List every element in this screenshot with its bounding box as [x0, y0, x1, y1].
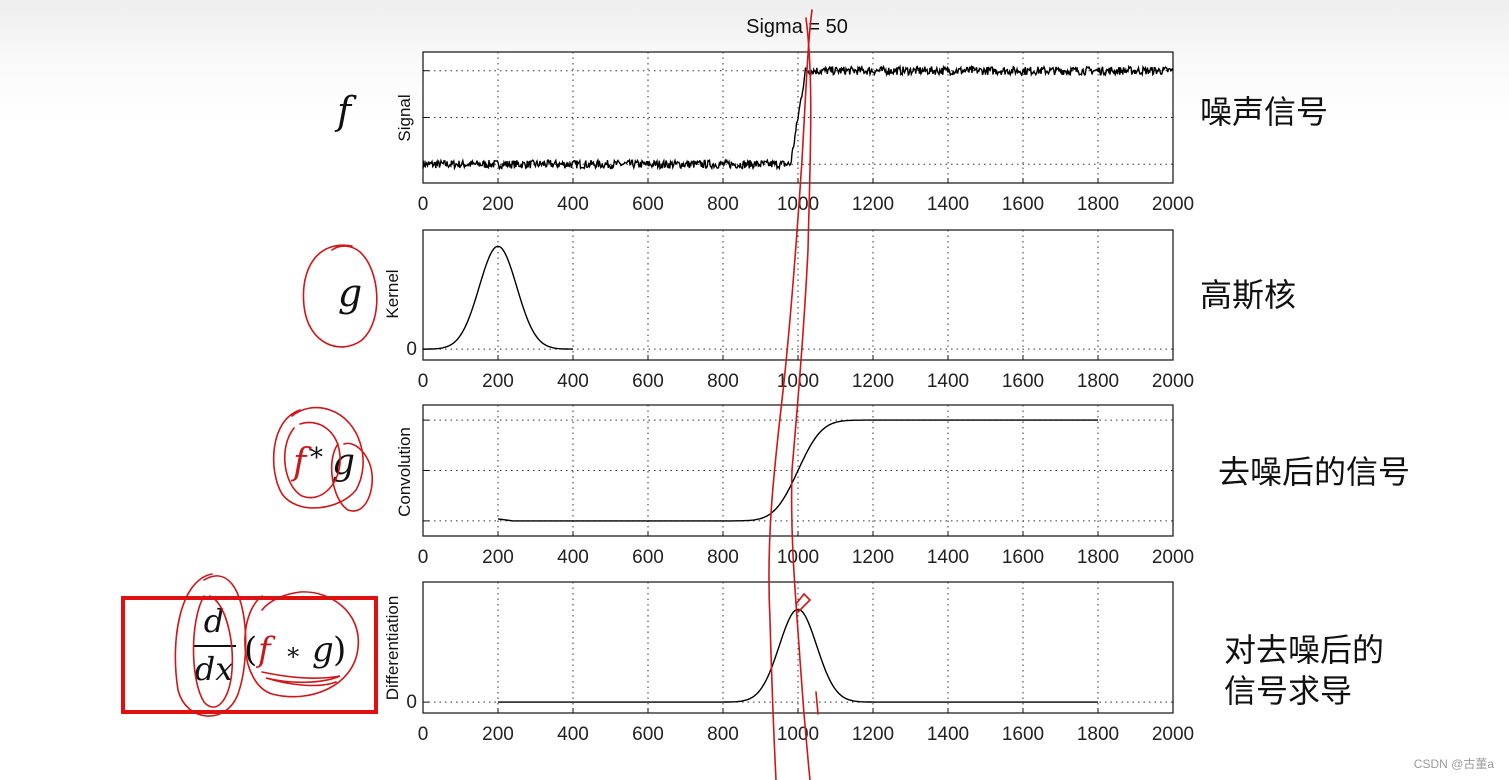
- x-tick-label: 1800: [1077, 724, 1119, 745]
- x-tick-label: 400: [557, 371, 589, 392]
- formula-deriv-num: d: [204, 602, 224, 640]
- underline-scribble: [261, 671, 341, 687]
- x-tick-label: 1200: [852, 724, 894, 745]
- x-tick-label: 1800: [1077, 547, 1119, 568]
- caption-signal: 噪声信号: [1200, 93, 1328, 131]
- x-tick-label: 1000: [777, 547, 819, 568]
- watermark: CSDN @古董a: [1414, 756, 1495, 771]
- circle-around-conv-inner: [283, 421, 341, 499]
- highlight-box: [121, 596, 378, 714]
- plot-signal: 0 200 400 600 800 1000 1200 1400 1600 1800 2000 Si…: [395, 51, 1194, 215]
- x-tick-label: 1600: [1002, 547, 1044, 568]
- x-tick-label: 600: [632, 724, 664, 745]
- y-tick-label: 0: [406, 339, 417, 360]
- x-tick-label: 1600: [1002, 371, 1044, 392]
- x-tick-label: 2000: [1152, 724, 1194, 745]
- formula-deriv-f: f: [255, 630, 276, 670]
- x-tick-label: 400: [557, 724, 589, 745]
- signal-ylabel: Signal: [395, 94, 414, 141]
- formula-derivative: d dx ( f ∗ g ): [194, 602, 346, 688]
- x-tick-label: 800: [707, 371, 739, 392]
- x-tick-label: 0: [418, 194, 429, 215]
- x-tick-label: 0: [418, 371, 429, 392]
- x-tick-label: 1000: [777, 371, 819, 392]
- x-tick-label: 2000: [1152, 194, 1194, 215]
- formula-deriv-den: dx: [195, 650, 234, 688]
- caption-kernel: 高斯核: [1200, 276, 1296, 314]
- tick-near-1000: [815, 691, 819, 715]
- handwritten-annotations: [174, 9, 819, 780]
- x-tick-label: 600: [632, 194, 664, 215]
- x-tick-label: 1200: [852, 371, 894, 392]
- caption-differentiation-line2: 信号求导: [1224, 672, 1352, 710]
- plot-kernel: 0 200 400 600 800 1000 1200 1400 1600 1800 2000 0 K…: [383, 229, 1194, 392]
- x-tick-label: 1600: [1002, 724, 1044, 745]
- convolution-ylabel: Convolution: [395, 427, 414, 517]
- formula-deriv-g: g: [312, 630, 334, 670]
- x-tick-label: 1600: [1002, 194, 1044, 215]
- y-tick-label: 0: [406, 692, 417, 713]
- x-tick-label: 200: [482, 371, 514, 392]
- x-tick-label: 2000: [1152, 371, 1194, 392]
- plot-convolution: 0 200 400 600 800 1000 1200 1400 1600 1800 2000 Co…: [395, 404, 1194, 568]
- x-tick-label: 1200: [852, 194, 894, 215]
- differentiation-ylabel: Differentiation: [383, 596, 402, 701]
- x-tick-label: 800: [707, 547, 739, 568]
- circle-around-g: [302, 244, 378, 348]
- vertical-line-left: [768, 9, 813, 780]
- x-tick-label: 200: [482, 724, 514, 745]
- x-tick-label: 1400: [927, 724, 969, 745]
- differentiation-frame: [422, 581, 1174, 714]
- x-tick-label: 200: [482, 194, 514, 215]
- x-tick-label: 1400: [927, 194, 969, 215]
- series-line-signal: [422, 64, 1174, 171]
- circle-around-fraction-inner: [192, 595, 234, 708]
- formula-convolution: f * g: [290, 442, 355, 483]
- x-tick-label: 1800: [1077, 194, 1119, 215]
- series-line-differentiation: [498, 608, 1098, 703]
- kernel-ylabel: Kernel: [383, 269, 402, 318]
- formula-f: f: [334, 89, 357, 133]
- circle-around-fraction: [174, 573, 247, 717]
- x-tick-label: 600: [632, 547, 664, 568]
- plot-differentiation: 0 200 400 600 800 1000 1200 1400 1600 1800 2000 0 D…: [383, 581, 1194, 745]
- x-tick-label: 400: [557, 194, 589, 215]
- x-tick-label: 800: [707, 194, 739, 215]
- caption-differentiation-line1: 对去噪后的: [1224, 631, 1384, 669]
- formula-conv-star: *: [310, 443, 323, 473]
- x-tick-label: 1200: [852, 547, 894, 568]
- circle-around-conv: [272, 406, 364, 509]
- x-tick-label: 400: [557, 547, 589, 568]
- series-line-convolution: [497, 419, 1098, 522]
- x-tick-label: 600: [632, 371, 664, 392]
- x-tick-label: 1000: [777, 724, 819, 745]
- formula-deriv-star: ∗: [285, 638, 301, 666]
- x-tick-label: 200: [482, 547, 514, 568]
- vertical-line-right: [790, 17, 812, 780]
- x-tick-label: 800: [707, 724, 739, 745]
- formula-deriv-close: ): [333, 630, 346, 670]
- x-tick-label: 2000: [1152, 547, 1194, 568]
- circle-around-parenthesized: [244, 591, 360, 698]
- figure-title: Sigma = 50: [746, 16, 848, 38]
- x-tick-label: 1800: [1077, 371, 1119, 392]
- x-tick-label: 0: [418, 724, 429, 745]
- caption-convolution: 去噪后的信号: [1218, 453, 1410, 491]
- check-mark-peak: [795, 592, 812, 613]
- x-tick-label: 1400: [927, 371, 969, 392]
- x-tick-label: 1400: [927, 547, 969, 568]
- circle-around-conv-g: [330, 442, 373, 512]
- formula-g: g: [338, 271, 362, 315]
- formula-conv-f: f: [290, 442, 312, 483]
- x-tick-label: 0: [418, 547, 429, 568]
- series-line-kernel: [423, 245, 573, 350]
